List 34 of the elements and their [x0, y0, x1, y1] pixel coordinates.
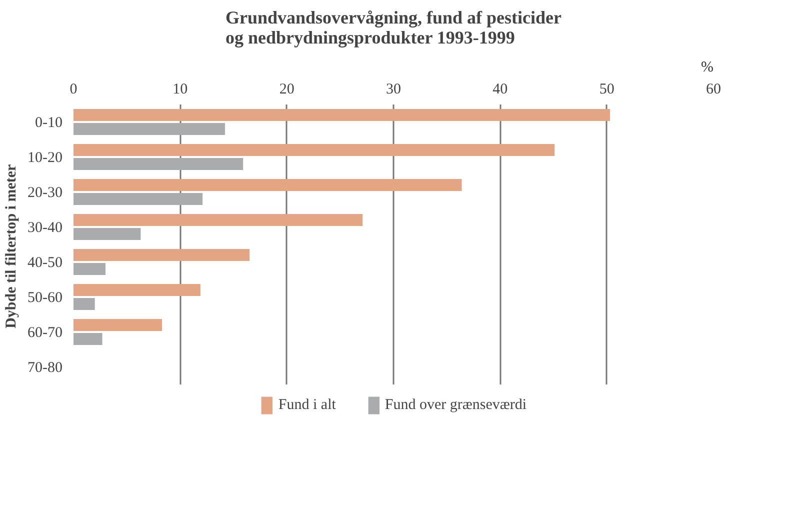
bar: [74, 284, 200, 296]
legend-label: Fund i alt: [278, 396, 336, 414]
y-tick-label: 60-70: [28, 325, 63, 341]
x-tick-label: 60: [706, 82, 721, 98]
y-axis-title: Dybde til filtertop i meter: [4, 164, 20, 328]
bar: [74, 109, 610, 121]
y-tick-label: 0-10: [35, 115, 63, 131]
legend-label: Fund over grænseværdi: [384, 396, 527, 414]
bar: [74, 144, 555, 156]
bar: [74, 179, 462, 191]
y-tick-label: 40-50: [28, 255, 63, 271]
x-tick-label: 10: [172, 82, 188, 98]
bar: [74, 193, 203, 205]
y-tick-label: 30-40: [28, 220, 63, 236]
y-tick-label: 20-30: [28, 185, 63, 201]
y-tick-label: 70-80: [28, 360, 63, 376]
x-tick-label: 40: [492, 82, 508, 98]
chart-title: Grundvandsovervågning, fund af pesticider og nedbrydningsprodukter 1993-1999: [225, 8, 562, 48]
bar: [74, 263, 106, 275]
x-tick-label: 30: [386, 82, 401, 98]
bar: [74, 333, 102, 345]
bar: [74, 228, 141, 240]
y-tick-label: 50-60: [28, 290, 63, 306]
bar: [74, 214, 363, 226]
bar: [74, 298, 95, 310]
x-tick-label: 50: [599, 82, 614, 98]
bar: [74, 123, 225, 135]
x-tick-label: 20: [279, 82, 294, 98]
bar: [74, 249, 250, 261]
bar: [74, 158, 244, 170]
bar: [74, 319, 162, 331]
y-tick-label: 10-20: [28, 150, 63, 166]
x-tick-label: 0: [70, 82, 78, 98]
x-axis-title: %: [701, 60, 714, 76]
